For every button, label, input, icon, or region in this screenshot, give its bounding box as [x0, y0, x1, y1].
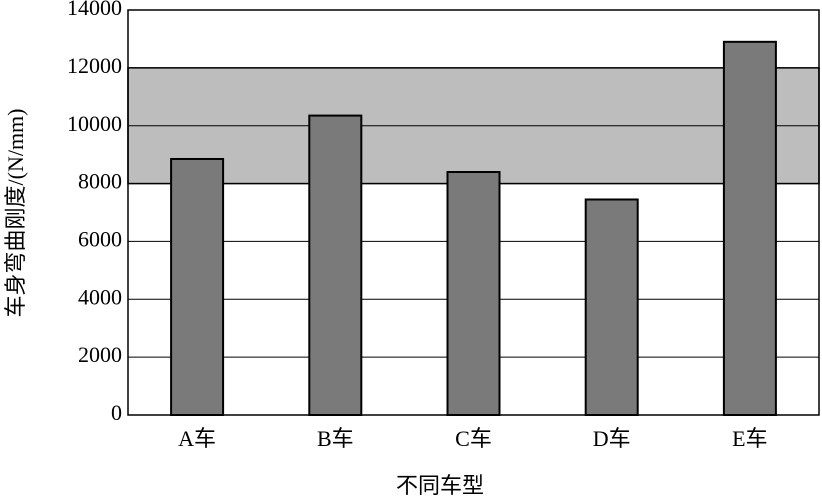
y-tick-label: 12000: [67, 53, 122, 78]
bar: [170, 157, 225, 416]
x-tick-label: A车: [178, 426, 216, 451]
bar: [722, 40, 777, 416]
bar: [584, 198, 639, 416]
x-tick-label: E车: [732, 426, 767, 451]
bar: [446, 171, 501, 416]
y-tick-label: 0: [111, 400, 122, 425]
x-tick-label: C车: [455, 426, 492, 451]
y-axis-label: 车身弯曲刚度/(N/mm): [3, 109, 28, 318]
y-tick-label: 4000: [78, 284, 122, 309]
x-axis-label: 不同车型: [396, 473, 484, 498]
bar: [308, 114, 363, 416]
y-tick-label: 2000: [78, 342, 122, 367]
x-tick-label: B车: [317, 426, 354, 451]
y-tick-label: 8000: [78, 169, 122, 194]
y-tick-label: 6000: [78, 226, 122, 251]
x-tick-label: D车: [593, 426, 631, 451]
y-tick-label: 14000: [67, 0, 122, 20]
plot-frame: [127, 9, 820, 416]
y-tick-label: 10000: [67, 111, 122, 136]
